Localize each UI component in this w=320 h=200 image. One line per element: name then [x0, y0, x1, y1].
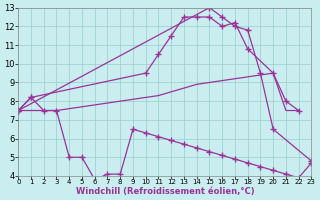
X-axis label: Windchill (Refroidissement éolien,°C): Windchill (Refroidissement éolien,°C) — [76, 187, 254, 196]
